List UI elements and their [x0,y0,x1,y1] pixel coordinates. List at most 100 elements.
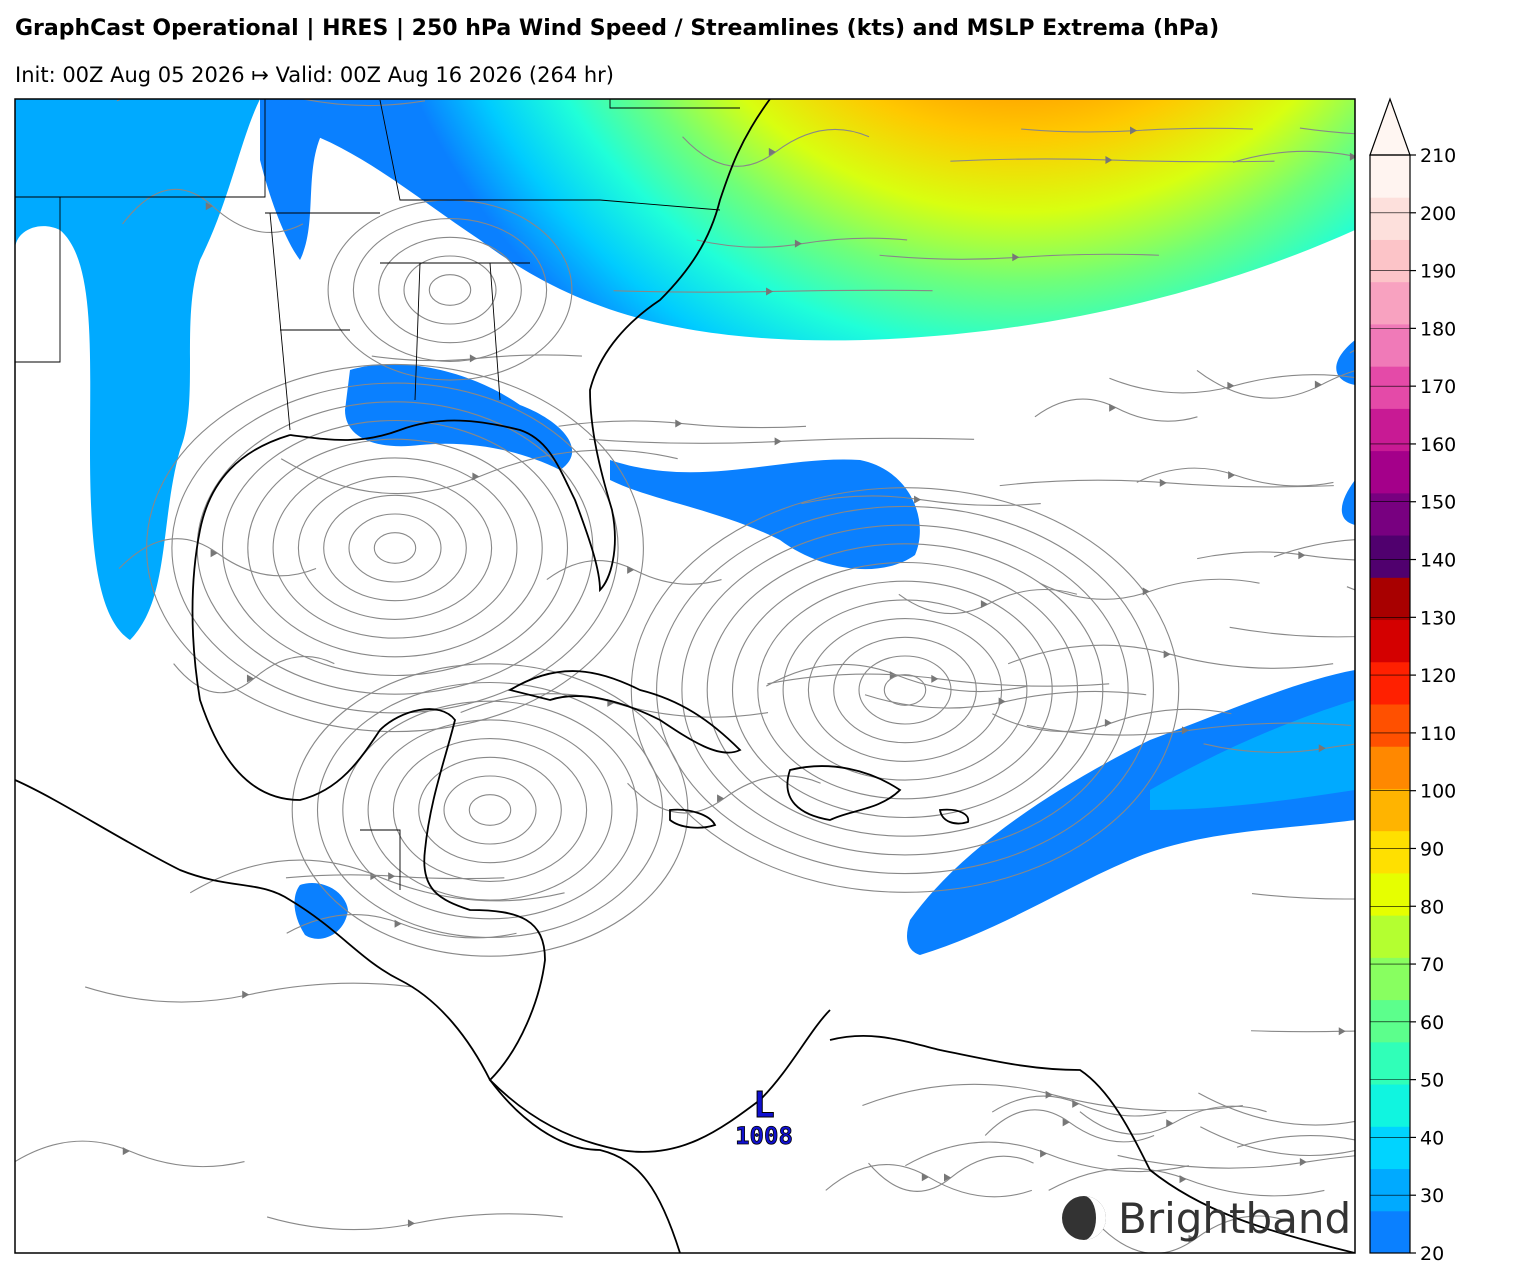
streamline-arrow [1040,1149,1048,1158]
streamline [348,513,442,583]
title: GraphCast Operational | HRES | 250 hPa W… [15,16,1219,41]
logo-text: Brightband [1118,1194,1351,1243]
colorbar-tick-label: 200 [1420,203,1456,225]
map-frame [14,98,1356,1254]
streamline-arrow [1105,156,1113,165]
colorbar-tick-label: 30 [1420,1185,1444,1207]
streamline [546,559,722,585]
streamline-arrow [1188,1234,1196,1243]
colorbar-tick-label: 190 [1420,261,1456,283]
wind-area [15,99,260,640]
colorbar-swatch [1370,1126,1410,1170]
streamline [984,1109,1155,1143]
colorbar-swatch [1370,1084,1410,1127]
colorbar-tick-label: 60 [1420,1012,1444,1034]
streamline-arrow [1464,128,1471,136]
streamline-arrow [1163,650,1171,659]
streamline [1229,626,1355,638]
streamline [171,382,619,714]
colorbar-tick-label: 210 [1420,145,1456,167]
streamline [373,532,417,564]
colorbar-tick-label: 50 [1420,1070,1444,1092]
streamline [1299,127,1355,135]
streamline [1117,1154,1355,1169]
streamline [118,538,317,577]
colorbar-swatch [1370,661,1410,705]
streamline [84,982,414,1003]
streamline [630,487,1180,893]
colorbar-tick-label: 180 [1420,318,1456,340]
colorbar-swatch [1370,872,1410,916]
colorbar-swatch [1370,746,1410,789]
streamline-arrow [627,565,635,574]
streamline [1200,1126,1355,1157]
streamline [991,1095,1167,1117]
streamline-arrow [394,919,402,928]
streamline-arrow [675,419,683,428]
streamline [378,236,522,344]
colorbar-swatch [1370,957,1410,1001]
colorbar-tick-label: 170 [1420,376,1456,398]
streamline-arrow [1501,593,1508,601]
colorbar-swatch [1370,704,1410,747]
coastline [289,99,771,593]
colorbar-swatch [1370,1041,1410,1085]
wind-area [1336,340,1355,525]
streamline [656,505,1154,875]
streamline [342,700,638,920]
streamline [1021,127,1253,133]
streamline [883,674,927,706]
streamline-arrow [1179,1175,1187,1184]
colorbar-tick-label: 140 [1420,550,1456,572]
streamline [428,274,472,306]
streamline-arrow [944,1173,952,1182]
colorbar-swatch [1370,281,1410,325]
streamline-arrow [370,872,378,881]
streamline [613,289,933,293]
streamline [323,494,467,602]
colorbar-swatch [1370,999,1410,1043]
streamline [1251,1030,1355,1033]
streamline-arrow [1354,1137,1355,1146]
streamline-arrow [1104,718,1112,727]
streamline [1251,892,1355,900]
wind-area [907,670,1355,955]
streamline [627,775,821,814]
colorbar-tick-label: 150 [1420,492,1456,514]
streamline [1034,398,1198,422]
colorbar-extension [1369,97,1411,156]
colorbar-swatch [1370,323,1410,367]
coastline [829,1034,1355,1253]
streamline-arrow [205,202,213,211]
streamline [367,719,613,901]
island [669,765,970,829]
streamline-arrow [472,472,480,481]
streamline-arrow [469,354,477,363]
streamline [468,794,512,826]
streamline-arrow [1299,1157,1307,1166]
colorbar-tick-label: 70 [1420,954,1444,976]
colorbar-swatch [1370,1210,1410,1254]
streamline [247,438,543,658]
streamline [696,237,908,248]
streamline-arrow [1349,152,1355,161]
streamline [272,457,518,639]
streamline-arrow [1159,478,1167,487]
streamline-arrow [1045,1090,1053,1099]
streamline-arrow [1012,253,1020,262]
colorbar-tick-label: 110 [1420,723,1456,745]
streamline-arrow [921,1173,929,1182]
streamline [1198,1092,1355,1126]
streamline-arrow [1181,726,1189,735]
streamline-arrow [980,600,988,609]
colorbar-swatch [1370,239,1410,283]
streamline-arrow [122,1147,130,1156]
streamline-arrow [1130,126,1138,135]
colorbar-swatch [1370,408,1410,452]
streamline-arrow [407,1219,415,1228]
streamline [297,476,493,620]
streamline [285,874,505,880]
streamline-arrow [1142,587,1150,596]
streamline [352,218,548,362]
colorbar-swatch [1370,619,1410,663]
